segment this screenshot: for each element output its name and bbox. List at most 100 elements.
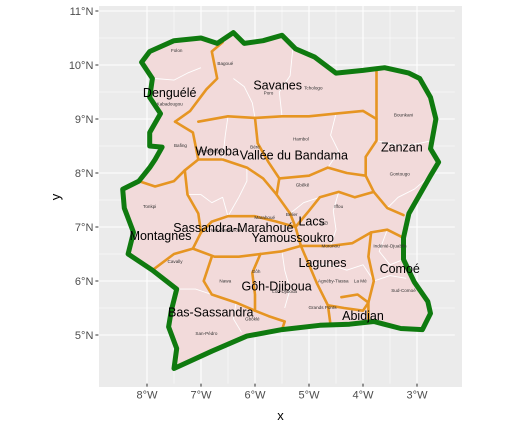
- department-label: Tchologo: [304, 85, 323, 90]
- region-boundary: [202, 255, 286, 331]
- region-boundary: [294, 225, 332, 327]
- y-tick-label: 11°N: [70, 6, 94, 18]
- region-label: Lacs: [298, 215, 324, 229]
- region-label: Lagunes: [299, 256, 347, 270]
- department-label: Gôh: [252, 269, 261, 274]
- department-label: Tonkpi: [143, 204, 156, 209]
- region-boundary: [199, 214, 297, 234]
- region-boundary: [278, 166, 367, 180]
- region-labels: Denguélé Savanes Woroba Vallée du Bandama Za…: [130, 79, 423, 324]
- x-tick-label: 6°W: [245, 390, 267, 402]
- department-label: Grands Ponts: [308, 305, 337, 310]
- region-label: Savanes: [253, 79, 302, 93]
- y-tick-label: 6°N: [75, 276, 94, 288]
- region-label: Vallée du Bandama: [240, 149, 348, 163]
- department-boundary: [309, 264, 375, 282]
- x-tick-label: 4°W: [353, 390, 375, 402]
- department-boundary: [232, 302, 242, 333]
- region-boundaries: [137, 41, 405, 331]
- department-label: Haut-Sassandra: [209, 227, 243, 232]
- region-boundary: [191, 244, 303, 258]
- department-boundary: [386, 175, 431, 209]
- department-label: Gontougo: [390, 172, 411, 177]
- region-label: Zanzan: [381, 141, 423, 155]
- department-boundary: [378, 229, 404, 266]
- department-label: Hambol: [293, 137, 309, 142]
- x-tick-label: 3°W: [407, 390, 429, 402]
- department-label: Cavally: [168, 259, 184, 264]
- y-tick-label: 7°N: [75, 222, 94, 234]
- department-label: Worodougou: [198, 148, 225, 153]
- department-labels: Folon Bagoué Poro Tchologo Kabadougou Bounkan…: [143, 48, 416, 336]
- region-boundary: [364, 66, 405, 217]
- department-boundary: [330, 191, 340, 247]
- region-label: Montagnes: [130, 229, 192, 243]
- department-boundary: [281, 251, 291, 309]
- department-boundary: [376, 140, 433, 147]
- department-label: La Mé: [354, 279, 367, 284]
- region-boundary: [197, 158, 278, 196]
- y-tick-label: 9°N: [75, 114, 94, 126]
- department-boundary: [373, 275, 407, 282]
- region-label: Woroba: [195, 144, 239, 158]
- department-boundary: [222, 116, 229, 160]
- department-label: Poro: [264, 91, 274, 96]
- region-label: Denguélé: [143, 86, 197, 100]
- country-border: [120, 30, 442, 371]
- department-label: Sud-Comoé: [391, 288, 416, 293]
- region-label: Sassandra-Marahoué: [173, 221, 293, 235]
- department-label: Lôh-Djiboua: [272, 289, 297, 294]
- y-tick-label: 10°N: [69, 60, 94, 72]
- department-label: Folon: [171, 48, 183, 53]
- department-label: N'Zi: [320, 220, 328, 225]
- department-label: Bagoué: [217, 61, 233, 66]
- department-boundary: [233, 78, 256, 118]
- department-label: Bafing: [174, 143, 187, 148]
- department-boundary: [227, 167, 248, 217]
- x-axis: 8°W 7°W 6°W 5°W 4°W 3°W: [137, 383, 429, 402]
- department-boundary: [327, 113, 340, 168]
- department-label: Moronou: [322, 244, 341, 249]
- department-label: Indénié-Djuablin: [373, 244, 407, 249]
- y-tick-label: 8°N: [75, 168, 94, 180]
- region-boundary: [326, 293, 370, 312]
- x-axis-title: x: [277, 408, 284, 423]
- department-boundary: [278, 48, 294, 117]
- y-tick-label: 5°N: [75, 330, 94, 342]
- y-axis: 5°N 6°N 7°N 8°N 9°N 10°N 11°N: [69, 6, 99, 342]
- department-boundaries: [155, 48, 433, 333]
- department-label: Gbêkê: [296, 183, 310, 188]
- x-tick-label: 7°W: [191, 390, 213, 402]
- department-label: Agnéby-Tiassa: [318, 279, 349, 284]
- region-label: Yamoussoukro: [252, 231, 334, 245]
- x-tick-label: 8°W: [137, 390, 159, 402]
- region-boundary: [197, 109, 378, 123]
- department-label: Iffou: [334, 204, 343, 209]
- y-axis-title: y: [48, 193, 63, 200]
- department-label: San-Pédro: [195, 331, 217, 336]
- department-label: Bounkani: [394, 112, 413, 117]
- department-boundary: [176, 288, 212, 295]
- x-tick-label: 5°W: [299, 390, 321, 402]
- region-boundary: [299, 228, 405, 248]
- region-label: Abidjan: [342, 309, 384, 323]
- region-label: Gôh-Djiboua: [242, 279, 312, 293]
- department-label: Gbôklé: [245, 316, 260, 321]
- region-label: Bas-Sassandra: [168, 305, 254, 319]
- region-boundary: [294, 190, 376, 229]
- department-boundary: [289, 196, 320, 214]
- department-label: Bélier: [286, 212, 298, 217]
- region-boundary: [367, 231, 376, 325]
- department-label: Nawa: [219, 279, 231, 284]
- department-label: Béré: [250, 145, 260, 150]
- department-boundary: [155, 67, 202, 81]
- region-label: Comoé: [380, 262, 420, 276]
- department-boundary: [187, 194, 229, 217]
- department-label: Kabadougou: [157, 102, 184, 107]
- department-label: Marahoué: [254, 215, 275, 220]
- region-boundary: [173, 41, 224, 123]
- region-boundary: [251, 252, 262, 312]
- country-outline: [120, 30, 442, 371]
